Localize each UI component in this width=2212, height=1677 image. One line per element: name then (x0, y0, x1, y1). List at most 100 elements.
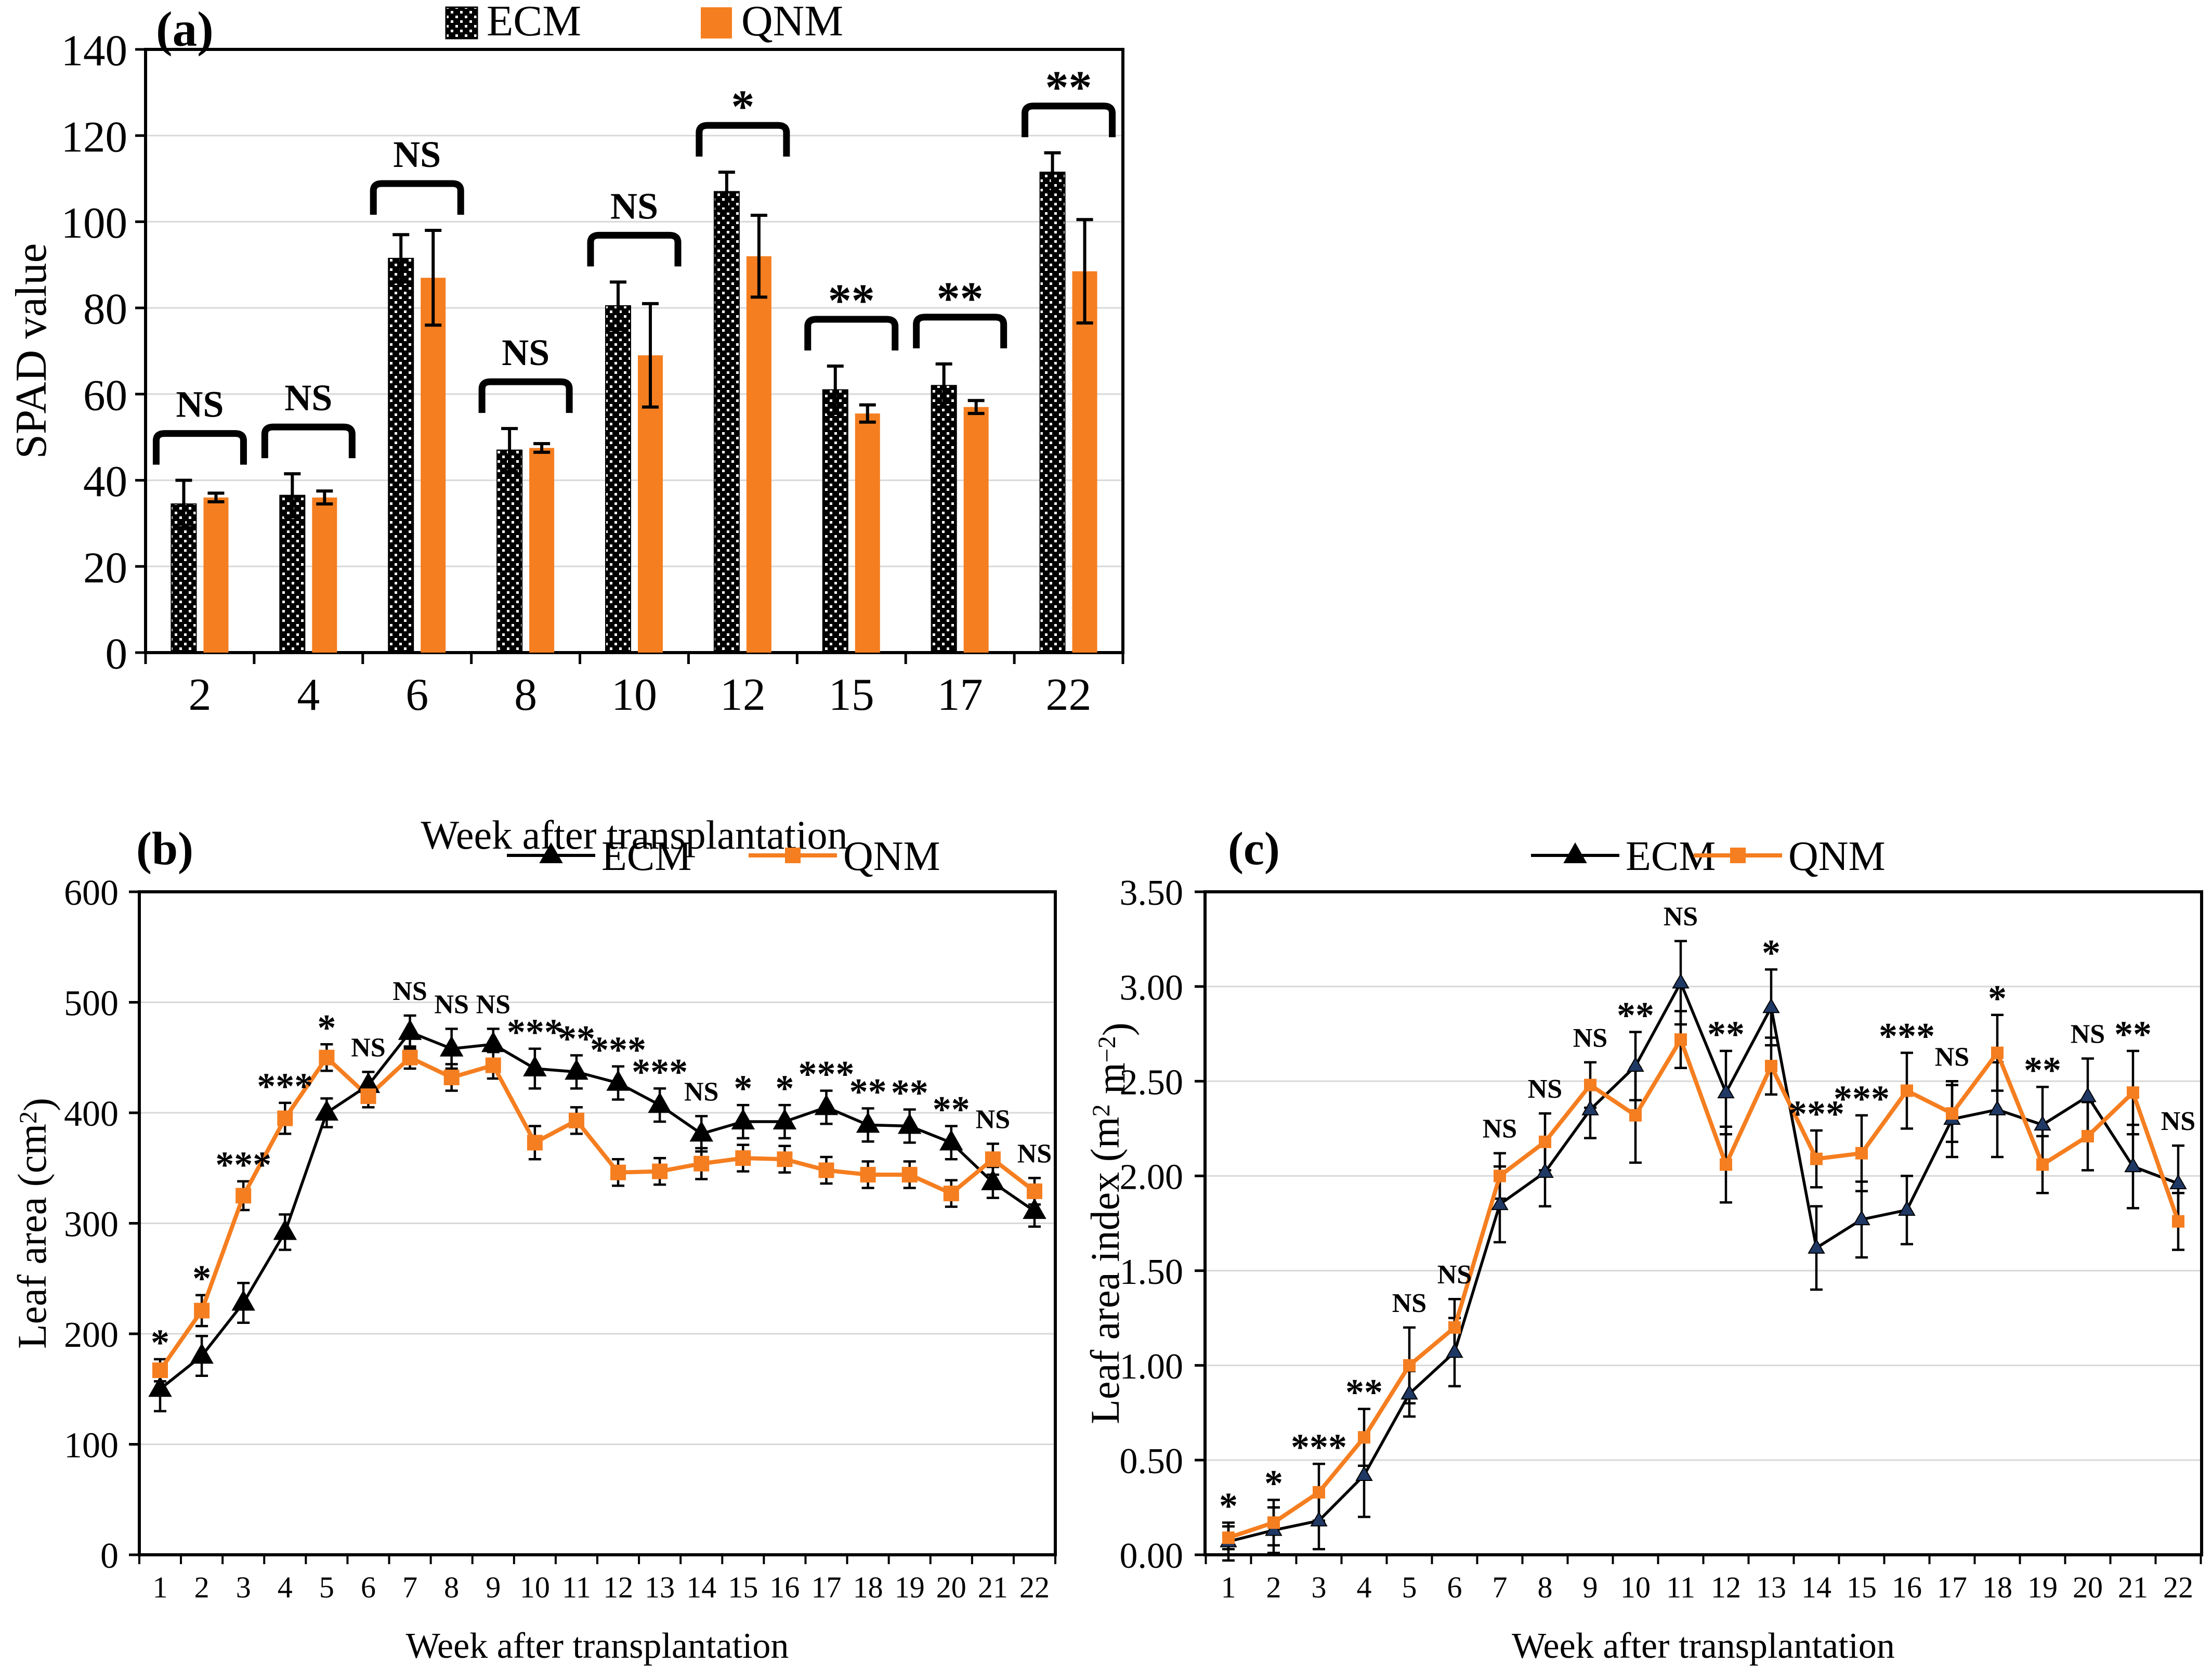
error-bar (1076, 218, 1093, 325)
x-tick-label: 15 (829, 670, 874, 720)
marker-triangle-ecm (1898, 1200, 1916, 1216)
marker-square-qnm (1358, 1431, 1370, 1444)
significance-label: *** (1291, 1426, 1347, 1468)
significance-label: NS (1483, 1114, 1517, 1144)
x-tick-label: 10 (520, 1570, 550, 1604)
x-tick-label: 13 (1756, 1570, 1786, 1604)
significance-label: NS (1017, 1139, 1052, 1168)
legend: ECM QNM (507, 834, 940, 879)
significance-label: ** (1707, 1013, 1745, 1055)
significance-label: * (192, 1258, 211, 1299)
bar-ecm (279, 495, 306, 653)
panel-label: (c) (1228, 823, 1280, 875)
x-tick-label: 2 (1266, 1570, 1281, 1604)
y-tick-label: 300 (64, 1205, 119, 1245)
marker-square-qnm (1584, 1078, 1596, 1091)
bar-ecm (496, 449, 523, 653)
series-line-ecm (159, 1030, 1036, 1390)
marker-square-qnm (527, 1135, 543, 1151)
marker-triangle-ecm (939, 1129, 963, 1151)
significance-bracket (152, 430, 247, 465)
error-bar (425, 229, 442, 327)
x-axis-title: Week after transplantation (1512, 1626, 1895, 1666)
panel-label: (b) (136, 823, 193, 875)
y-tick-label: 200 (64, 1315, 119, 1355)
marker-triangle-ecm (1627, 1057, 1644, 1072)
marker-triangle-ecm (1581, 1100, 1599, 1115)
bar-ecm (713, 191, 740, 653)
significance-label: NS (1664, 902, 1698, 932)
marker-square-qnm (1448, 1321, 1461, 1334)
significance-bracket (261, 423, 356, 459)
significance-label: * (734, 1068, 752, 1109)
x-tick-label: 5 (1402, 1570, 1417, 1604)
marker-triangle-ecm (731, 1108, 755, 1129)
bar-ecm (388, 257, 414, 654)
series-line-ecm (1228, 979, 2179, 1543)
marker-triangle-ecm (1717, 1083, 1735, 1099)
x-tick-label: 15 (728, 1570, 758, 1604)
y-tick-label: 0 (106, 630, 128, 679)
x-tick-label: 16 (769, 1570, 800, 1604)
significance-label: * (775, 1068, 794, 1109)
x-tick-label: 17 (1937, 1570, 1967, 1604)
marker-square-qnm (652, 1163, 668, 1179)
error-bar (501, 427, 518, 473)
significance-label: NS (393, 134, 441, 175)
marker-square-qnm (1267, 1516, 1280, 1529)
legend-label-qnm: QNM (741, 0, 843, 45)
marker-triangle-ecm (1536, 1163, 1554, 1178)
significance-label: ** (933, 1089, 970, 1130)
marker-square-qnm (194, 1303, 210, 1319)
significance-label: NS (1528, 1074, 1562, 1104)
marker-square-qnm (943, 1186, 959, 1202)
x-tick-label: 22 (2163, 1570, 2193, 1604)
marker-triangle-ecm (814, 1094, 839, 1115)
significance-label: * (1219, 1485, 1238, 1527)
plot-border (144, 48, 1124, 654)
marker-triangle-ecm (315, 1099, 339, 1121)
y-tick-label: 0 (100, 1536, 119, 1576)
legend-swatch-qnm (701, 7, 732, 38)
marker-square-qnm (1494, 1169, 1506, 1182)
significance-bracket (370, 180, 464, 215)
x-tick-label: 9 (1583, 1570, 1598, 1604)
y-tick-label: 140 (61, 27, 128, 75)
legend: ECM QNM (1531, 834, 1886, 879)
significance-label: NS (392, 977, 427, 1006)
significance-label: NS (434, 990, 468, 1020)
significance-label: ** (1345, 1372, 1383, 1413)
significance-label: *** (1879, 1016, 1935, 1057)
marker-triangle-ecm (981, 1169, 1005, 1190)
series-line-qnm (158, 1054, 1036, 1372)
marker-square-qnm (1027, 1183, 1042, 1199)
x-tick-label: 16 (1892, 1570, 1922, 1604)
y-tick-label: 0.50 (1120, 1441, 1184, 1481)
y-tick-label: 120 (61, 112, 128, 161)
significance-label: NS (1573, 1023, 1607, 1053)
x-tick-label: 18 (853, 1570, 883, 1604)
x-tick-label: 15 (1847, 1570, 1877, 1604)
significance-label: NS (610, 185, 658, 227)
significance-label: *** (215, 1144, 271, 1186)
marker-triangle-ecm (773, 1108, 797, 1129)
significance-label: *** (1834, 1078, 1890, 1120)
x-tick-label: 6 (361, 1570, 376, 1604)
x-tick-label: 8 (514, 670, 537, 720)
significance-label: * (317, 1007, 336, 1048)
significance-bracket (1022, 102, 1116, 137)
marker-triangle-ecm (1310, 1511, 1328, 1527)
marker-square-qnm (2172, 1215, 2184, 1228)
bar-group-week-6: NS (370, 134, 464, 654)
x-tick-label: 11 (1666, 1570, 1695, 1604)
x-tick-label: 4 (1357, 1570, 1372, 1604)
x-tick-label: 12 (720, 670, 766, 720)
x-tick-label: 8 (1538, 1570, 1553, 1604)
marker-triangle-ecm (148, 1376, 172, 1397)
marker-square-qnm (1855, 1147, 1868, 1160)
marker-square-qnm (152, 1362, 168, 1379)
significance-label: ** (891, 1072, 928, 1114)
axes: 0 20 40 60 80 100 120 140 (61, 27, 1124, 679)
